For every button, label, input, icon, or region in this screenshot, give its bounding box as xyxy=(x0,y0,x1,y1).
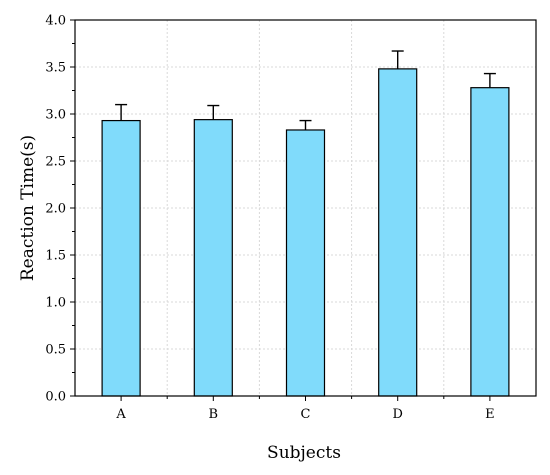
plot-frame xyxy=(74,19,537,397)
x-tick-label-B: B xyxy=(209,407,219,422)
error-bars xyxy=(115,50,496,130)
bars xyxy=(101,68,510,397)
bar-B xyxy=(193,119,233,397)
y-tick-label: 1.0 xyxy=(45,296,66,311)
y-tick-labels: 0.0 0.5 1.0 1.5 2.0 2.5 3.0 3.5 4.0 xyxy=(45,14,66,405)
y-tick-label: 2.5 xyxy=(45,155,66,170)
x-tick-labels: A B C D E xyxy=(115,407,494,422)
y-tick-label: 1.5 xyxy=(45,249,66,264)
bar-A xyxy=(101,119,141,397)
y-tick-label: 3.5 xyxy=(45,61,66,76)
x-tick-label-D: D xyxy=(392,407,402,422)
y-tick-label: 3.0 xyxy=(45,108,66,123)
y-tick-label: 4.0 xyxy=(45,14,66,29)
y-axis-title: Reaction Time(s) xyxy=(18,135,38,281)
x-tick-label-C: C xyxy=(301,407,311,422)
y-tick-label: 0.5 xyxy=(45,343,66,358)
bar-C xyxy=(285,129,326,397)
x-axis-title: Subjects xyxy=(267,443,341,463)
bar-D xyxy=(378,68,418,397)
y-tick-label: 0.0 xyxy=(45,390,66,405)
axes xyxy=(70,19,537,401)
x-tick-label-E: E xyxy=(485,407,495,422)
x-tick-label-A: A xyxy=(115,407,126,422)
y-tick-label: 2.0 xyxy=(45,202,66,217)
bar-E xyxy=(470,87,510,397)
